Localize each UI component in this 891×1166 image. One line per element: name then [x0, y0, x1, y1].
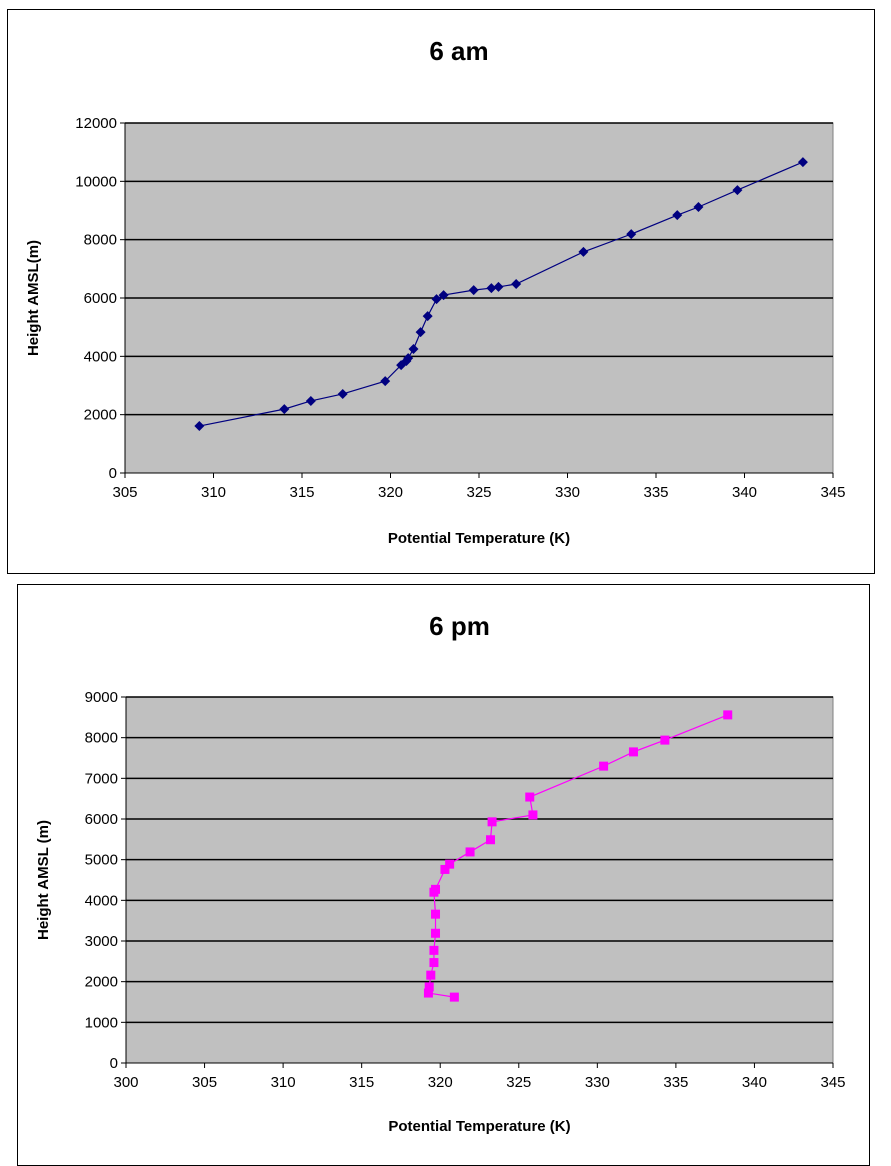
data-point: [628, 747, 638, 757]
y-tick-label: 9000: [85, 689, 118, 706]
x-tick-label: 330: [585, 1074, 610, 1091]
y-tick-label: 10000: [75, 173, 117, 190]
data-point: [732, 185, 743, 196]
y-tick-label: 6000: [84, 290, 117, 307]
data-point: [440, 864, 450, 874]
data-point: [424, 982, 434, 992]
y-tick-label: 4000: [84, 348, 117, 365]
data-point: [723, 710, 733, 720]
y-axis-label: Height AMSL(m): [25, 240, 42, 356]
data-point: [493, 281, 504, 292]
data-point: [626, 229, 637, 240]
data-point: [429, 945, 439, 955]
x-tick-label: 305: [112, 484, 137, 501]
chart-title: 6 am: [429, 36, 488, 66]
chart-6pm: 6 pm 0 1000 2000 3000 4000 5000 6000 7000 8000 900…: [17, 584, 870, 1166]
data-point: [408, 344, 419, 355]
data-point: [438, 290, 449, 301]
x-tick-label: 340: [732, 484, 757, 501]
data-point: [431, 928, 441, 938]
data-point: [429, 958, 439, 968]
data-point: [468, 285, 479, 296]
data-point: [693, 202, 704, 212]
data-point: [660, 735, 670, 745]
data-point: [465, 847, 475, 857]
y-tick-label: 8000: [85, 730, 118, 747]
data-point: [445, 859, 455, 869]
chart-6am-svg: 6 am 0 2000 4000 6000 8000 10000 12000 305 310 315…: [25, 36, 846, 547]
data-point: [528, 810, 538, 820]
data-point: [426, 970, 436, 980]
chart-6pm-svg: 6 pm 0 1000 2000 3000 4000 5000 6000 7000 8000 900…: [35, 611, 846, 1135]
x-axis-label: Potential Temperature (K): [388, 1118, 570, 1135]
y-tick-label: 4000: [85, 892, 118, 909]
y-tick-label: 0: [109, 465, 117, 482]
data-point: [431, 884, 441, 894]
x-tick-label: 315: [289, 484, 314, 501]
x-tick-label: 315: [349, 1074, 374, 1091]
x-tick-label: 340: [742, 1074, 767, 1091]
x-tick-label: 345: [820, 484, 845, 501]
data-point: [423, 988, 433, 998]
x-tick-label: 305: [192, 1074, 217, 1091]
x-tick-label: 325: [466, 484, 491, 501]
data-point: [797, 157, 808, 168]
y-tick-label: 12000: [75, 115, 117, 132]
chart-title: 6 pm: [429, 611, 490, 641]
data-point: [431, 909, 441, 919]
data-point: [279, 404, 290, 415]
x-tick-label: 300: [113, 1074, 138, 1091]
data-point: [449, 992, 459, 1002]
data-point: [380, 376, 391, 387]
data-point: [305, 395, 316, 406]
x-tick-label: 345: [820, 1074, 845, 1091]
x-tick-label: 335: [663, 1074, 688, 1091]
x-axis-label: Potential Temperature (K): [388, 530, 570, 547]
data-point: [415, 327, 426, 338]
data-point: [337, 388, 348, 399]
data-point: [525, 792, 535, 802]
data-point: [485, 835, 495, 845]
data-point: [194, 421, 205, 432]
y-tick-label: 3000: [85, 933, 118, 950]
x-tick-label: 320: [428, 1074, 453, 1091]
x-tick-label: 310: [201, 484, 226, 501]
x-tick-label: 330: [555, 484, 580, 501]
data-point: [403, 353, 414, 364]
chart-6am: 6 am 0 2000 4000 6000 8000 10000 12000 305 310 315…: [7, 9, 875, 574]
x-tick-label: 320: [378, 484, 403, 501]
y-tick-label: 1000: [85, 1014, 118, 1031]
x-tick-label: 310: [271, 1074, 296, 1091]
y-tick-label: 2000: [85, 974, 118, 991]
y-axis-label: Height AMSL (m): [35, 820, 52, 940]
plot-area: [125, 696, 834, 1064]
data-point: [578, 246, 589, 257]
y-tick-label: 7000: [85, 770, 118, 787]
y-tick-label: 5000: [85, 852, 118, 869]
x-tick-label: 335: [643, 484, 668, 501]
data-point: [486, 283, 497, 294]
data-point: [599, 761, 609, 771]
y-tick-label: 8000: [84, 232, 117, 249]
data-point: [431, 294, 442, 305]
y-tick-label: 6000: [85, 811, 118, 828]
data-point: [422, 311, 433, 322]
y-tick-label: 2000: [84, 407, 117, 424]
data-point: [487, 817, 497, 827]
y-tick-label: 0: [110, 1055, 118, 1072]
data-point: [672, 210, 683, 221]
x-tick-label: 325: [506, 1074, 531, 1091]
